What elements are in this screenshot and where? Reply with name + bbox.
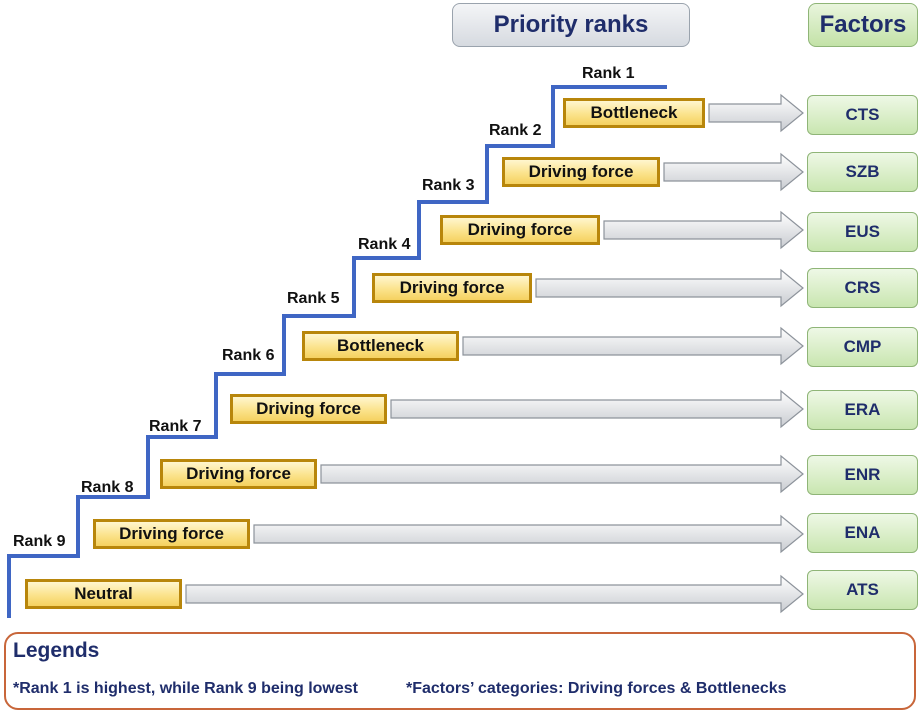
connector-arrow: [462, 326, 804, 366]
category-box: Driving force: [160, 459, 317, 489]
factor-box: EUS: [807, 212, 918, 252]
connector-arrow: [535, 268, 804, 308]
factor-box: SZB: [807, 152, 918, 192]
category-box: Driving force: [502, 157, 660, 187]
factor-box: CRS: [807, 268, 918, 308]
factor-box: CMP: [807, 327, 918, 367]
rank-label: Rank 3: [422, 177, 475, 194]
rank-label: Rank 4: [358, 236, 411, 253]
connector-arrow: [253, 514, 804, 554]
category-box: Driving force: [230, 394, 387, 424]
connector-arrow: [390, 389, 804, 429]
rank-label: Rank 2: [489, 122, 542, 139]
rank-label: Rank 8: [81, 479, 134, 496]
legend-title: Legends: [13, 639, 100, 662]
connector-arrow: [663, 152, 804, 192]
factor-box: ENA: [807, 513, 918, 553]
rank-label: Rank 5: [287, 290, 340, 307]
category-box: Driving force: [93, 519, 250, 549]
rank-label: Rank 1: [582, 65, 635, 82]
connector-arrow: [603, 210, 804, 250]
factor-box: ENR: [807, 455, 918, 495]
legend-note-categories: *Factors’ categories: Driving forces & B…: [406, 680, 787, 697]
factor-box: ERA: [807, 390, 918, 430]
rank-label: Rank 9: [13, 533, 66, 550]
rank-staircase: [7, 85, 667, 618]
category-box: Driving force: [372, 273, 532, 303]
rank-label: Rank 7: [149, 418, 202, 435]
factor-box: CTS: [807, 95, 918, 135]
legend-box: Legends *Rank 1 is highest, while Rank 9…: [4, 632, 916, 710]
legend-note-ranks: *Rank 1 is highest, while Rank 9 being l…: [13, 680, 358, 697]
rank-label: Rank 6: [222, 347, 275, 364]
connector-arrow: [320, 454, 804, 494]
connector-arrow: [708, 93, 804, 133]
category-box: Driving force: [440, 215, 600, 245]
factors-header: Factors: [808, 3, 918, 47]
connector-arrow: [185, 574, 804, 614]
category-box: Bottleneck: [302, 331, 459, 361]
priority-ranks-header: Priority ranks: [452, 3, 690, 47]
factor-box: ATS: [807, 570, 918, 610]
category-box: Neutral: [25, 579, 182, 609]
category-box: Bottleneck: [563, 98, 705, 128]
